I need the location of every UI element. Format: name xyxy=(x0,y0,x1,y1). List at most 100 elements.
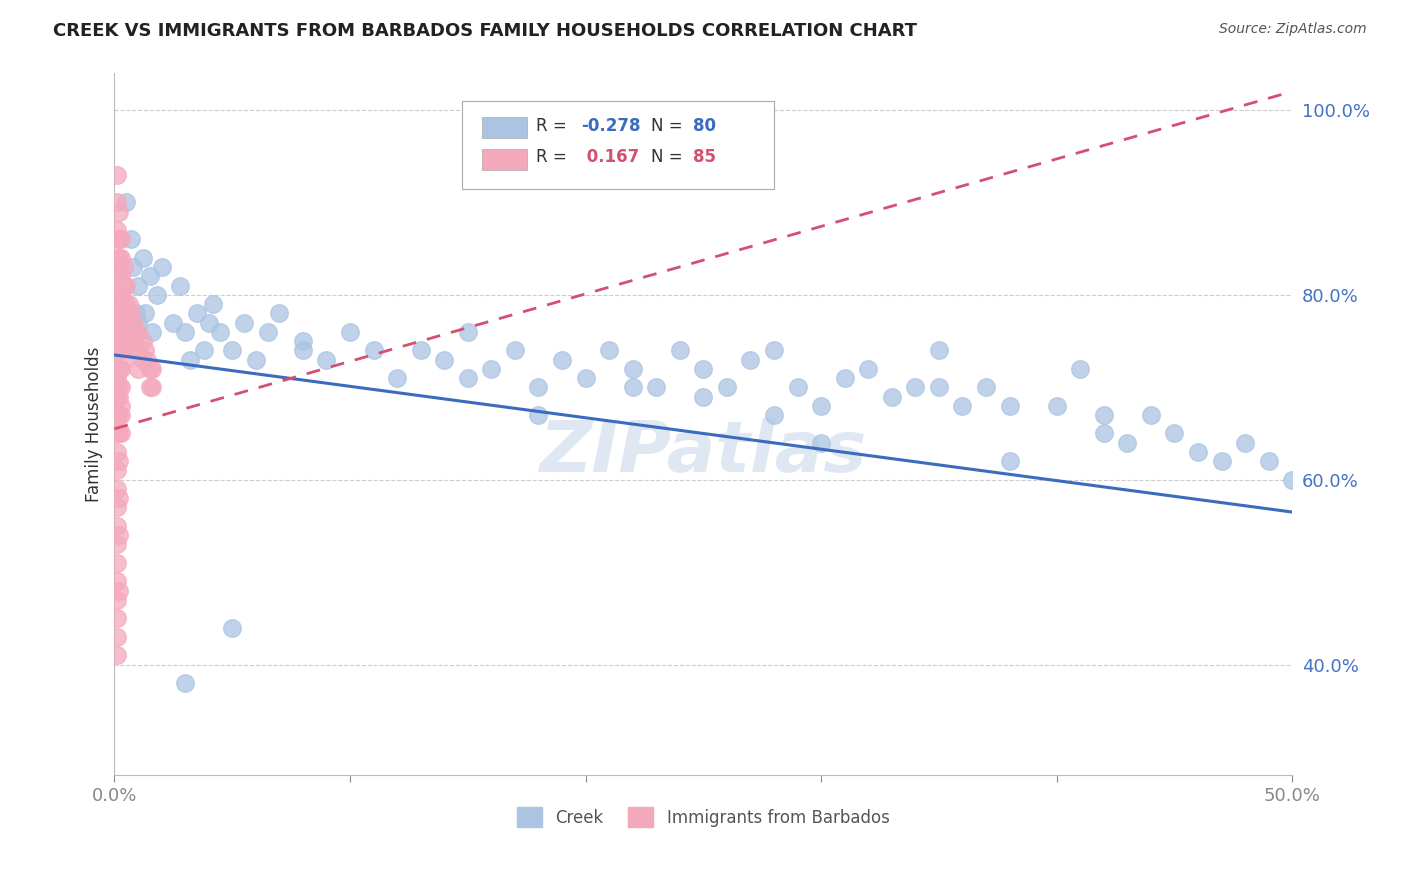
Text: 85: 85 xyxy=(693,148,716,166)
Point xyxy=(139,269,162,284)
Point xyxy=(1163,426,1185,441)
Point xyxy=(1092,408,1115,422)
Point xyxy=(108,583,131,598)
Point xyxy=(551,352,574,367)
Point xyxy=(952,399,974,413)
Point xyxy=(105,482,128,496)
Point xyxy=(105,648,128,663)
Point xyxy=(139,361,162,376)
Point xyxy=(457,325,479,339)
Point xyxy=(127,361,149,376)
Point xyxy=(974,380,997,394)
Point xyxy=(716,380,738,394)
Point xyxy=(108,232,131,246)
Point xyxy=(108,251,131,265)
Point xyxy=(134,306,156,320)
Point xyxy=(117,334,139,348)
Point xyxy=(105,371,128,385)
Point xyxy=(574,371,596,385)
Point xyxy=(527,380,550,394)
Text: 0.167: 0.167 xyxy=(581,148,640,166)
Point xyxy=(105,500,128,515)
Point xyxy=(1234,435,1257,450)
Text: ZIPatlas: ZIPatlas xyxy=(540,417,868,487)
Point xyxy=(131,352,153,367)
Point xyxy=(810,435,832,450)
Point xyxy=(108,361,131,376)
Point xyxy=(174,325,197,339)
Point xyxy=(108,343,131,358)
Point xyxy=(202,297,225,311)
Point xyxy=(127,278,149,293)
Point xyxy=(692,390,714,404)
Point xyxy=(120,232,142,246)
Point xyxy=(136,352,159,367)
Point xyxy=(105,408,128,422)
Point xyxy=(122,334,145,348)
Point xyxy=(127,343,149,358)
Point xyxy=(139,380,162,394)
Point xyxy=(291,334,314,348)
Point xyxy=(786,380,808,394)
Point xyxy=(928,380,950,394)
Point xyxy=(810,399,832,413)
Point xyxy=(112,260,135,274)
Point xyxy=(105,168,128,182)
Point xyxy=(105,463,128,477)
Point xyxy=(621,380,644,394)
Point xyxy=(762,408,785,422)
Point xyxy=(668,343,690,358)
Legend: Creek, Immigrants from Barbados: Creek, Immigrants from Barbados xyxy=(510,800,897,834)
Point xyxy=(998,454,1021,468)
Point xyxy=(433,352,456,367)
Text: R =: R = xyxy=(536,148,572,166)
Point xyxy=(112,316,135,330)
Point xyxy=(1187,445,1209,459)
Point xyxy=(110,288,132,302)
Point xyxy=(110,426,132,441)
Point xyxy=(1281,473,1303,487)
Point xyxy=(598,343,620,358)
Point xyxy=(124,325,146,339)
Point xyxy=(105,574,128,589)
Point xyxy=(1046,399,1069,413)
Point xyxy=(105,223,128,237)
Text: N =: N = xyxy=(651,148,689,166)
Point xyxy=(108,325,131,339)
Point xyxy=(409,343,432,358)
Point xyxy=(110,361,132,376)
Point xyxy=(146,288,169,302)
Point xyxy=(117,316,139,330)
Point xyxy=(105,611,128,625)
Point xyxy=(110,399,132,413)
Point xyxy=(105,232,128,246)
Point xyxy=(1092,426,1115,441)
Point xyxy=(179,352,201,367)
Point xyxy=(108,426,131,441)
Point xyxy=(127,325,149,339)
Point xyxy=(928,343,950,358)
Point xyxy=(169,278,191,293)
Point xyxy=(479,361,502,376)
Point xyxy=(692,361,714,376)
Point xyxy=(740,352,762,367)
Point xyxy=(122,316,145,330)
Point xyxy=(105,251,128,265)
Text: Source: ZipAtlas.com: Source: ZipAtlas.com xyxy=(1219,22,1367,37)
Point xyxy=(108,288,131,302)
Point xyxy=(122,260,145,274)
Point xyxy=(105,297,128,311)
Point xyxy=(105,592,128,607)
Point xyxy=(105,334,128,348)
Point xyxy=(209,325,232,339)
Point xyxy=(141,380,163,394)
Point xyxy=(1211,454,1233,468)
Point xyxy=(110,251,132,265)
Point xyxy=(115,334,138,348)
Point xyxy=(174,676,197,690)
Point xyxy=(197,316,219,330)
Point xyxy=(834,371,856,385)
Point xyxy=(115,278,138,293)
Point xyxy=(221,621,243,635)
Point xyxy=(762,343,785,358)
